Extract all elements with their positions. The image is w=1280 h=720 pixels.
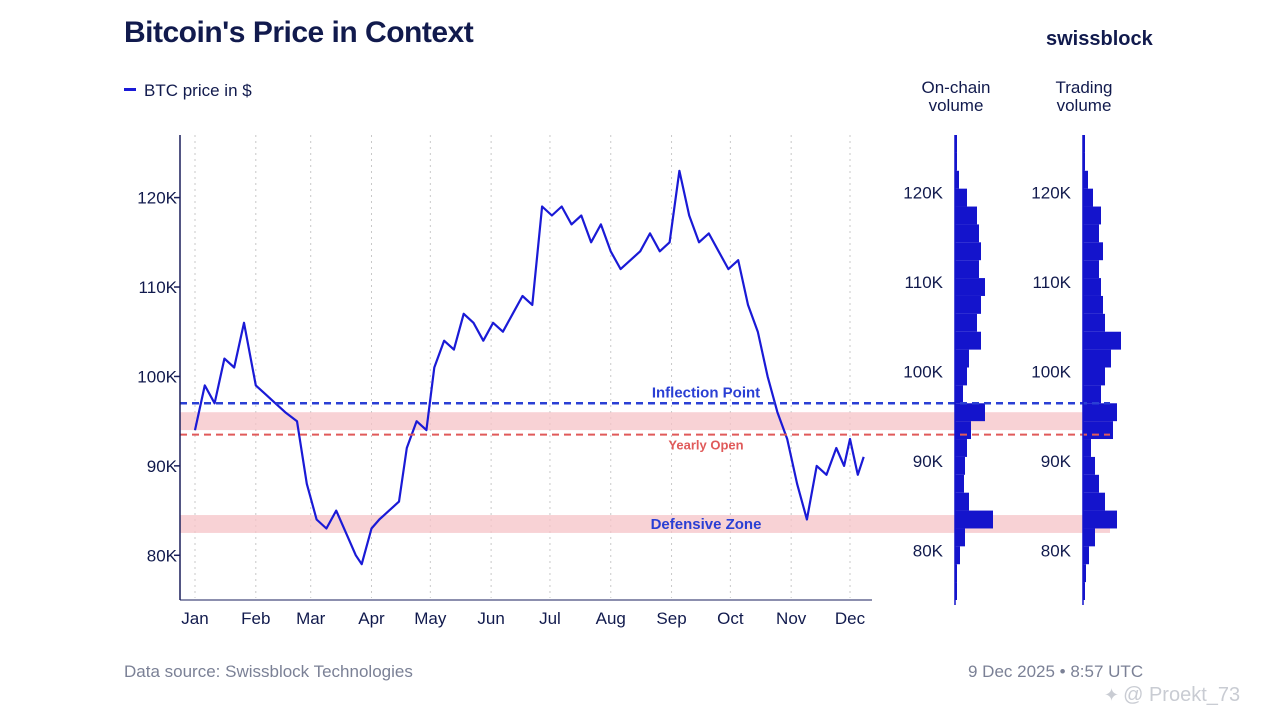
inflection-point-label: Inflection Point xyxy=(652,384,760,401)
btc-price-line xyxy=(193,169,865,566)
trading-volume-bar xyxy=(1083,224,1099,243)
onchain-volume-bar xyxy=(955,439,967,457)
onchain-volume-bar xyxy=(955,260,979,279)
trading-volume-bar xyxy=(1083,439,1091,457)
x-tick-label: Jan xyxy=(181,609,208,628)
onchain-volume-bar xyxy=(955,313,977,332)
y-tick-label: 90K xyxy=(147,457,178,476)
trading-volume-bar xyxy=(1083,528,1095,547)
trading-y-tick-label: 90K xyxy=(1041,452,1072,471)
onchain-volume-bar xyxy=(955,224,979,243)
onchain-volume-bar xyxy=(955,421,971,440)
trading-volume-bar xyxy=(1083,564,1086,583)
legend-swatch xyxy=(124,88,136,92)
timestamp: 9 Dec 2025 • 8:57 UTC xyxy=(968,662,1144,681)
trading-volume-bar xyxy=(1083,260,1099,279)
onchain-volume-bar xyxy=(955,367,967,386)
onchain-y-tick-label: 100K xyxy=(903,362,943,381)
trading-volume-bar xyxy=(1083,206,1101,225)
trading-volume-bar xyxy=(1083,474,1099,493)
x-tick-label: Mar xyxy=(296,609,326,628)
onchain-volume-bar xyxy=(955,546,960,565)
x-tick-label: Jun xyxy=(477,609,504,628)
trading-volume-bar xyxy=(1083,492,1105,511)
trading-volume-bar xyxy=(1083,421,1113,440)
trading-volume-bar xyxy=(1083,349,1111,368)
x-tick-label: Aug xyxy=(596,609,626,628)
trading-y-tick-label: 120K xyxy=(1031,184,1071,203)
onchain-y-tick-label: 110K xyxy=(905,273,944,292)
binance-diamond-icon: ✦ xyxy=(1104,685,1120,705)
trading-volume-bar xyxy=(1083,278,1101,296)
onchain-volume-bar xyxy=(955,510,993,529)
onchain-volume-bar xyxy=(955,170,959,189)
x-tick-label: Feb xyxy=(241,609,270,628)
onchain-volume-bar xyxy=(955,188,967,207)
onchain-volume-bar xyxy=(955,242,981,261)
onchain-volume-bar xyxy=(955,135,957,153)
trading-volume-bar xyxy=(1083,135,1085,153)
x-tick-label: Dec xyxy=(835,609,866,628)
onchain-volume-bar xyxy=(955,403,985,422)
x-tick-label: Apr xyxy=(358,609,385,628)
onchain-volume-bar xyxy=(955,474,964,493)
trading-y-tick-label: 80K xyxy=(1041,541,1072,560)
onchain-volume-bar xyxy=(955,528,965,547)
resistance-band xyxy=(180,412,1110,431)
onchain-volume-title: On-chain volume xyxy=(921,78,991,115)
x-tick-label: May xyxy=(414,609,447,628)
trading-volume-bar xyxy=(1083,331,1121,350)
trading-volume-bar xyxy=(1083,313,1105,332)
x-tick-label: Jul xyxy=(539,609,561,628)
trading-volume-bar xyxy=(1083,403,1117,422)
onchain-volume-bar xyxy=(955,331,981,350)
watermark: ✦ @ Proekt_73 xyxy=(1104,684,1240,707)
trading-volume-bar xyxy=(1083,152,1085,171)
onchain-volume-bar xyxy=(955,582,957,600)
x-tick-label: Sep xyxy=(656,609,686,628)
y-tick-label: 100K xyxy=(137,367,177,386)
onchain-volume-bar xyxy=(955,278,985,296)
x-tick-label: Nov xyxy=(776,609,807,628)
onchain-volume-bar xyxy=(955,349,969,368)
trading-volume-bar xyxy=(1083,385,1101,404)
trading-volume-bar xyxy=(1083,456,1095,475)
trading-y-tick-label: 110K xyxy=(1033,273,1072,292)
onchain-volume-bar xyxy=(955,152,957,171)
onchain-y-tick-label: 90K xyxy=(913,452,944,471)
y-tick-label: 120K xyxy=(137,189,177,208)
data-source: Data source: Swissblock Technologies xyxy=(124,662,413,681)
legend-label: BTC price in $ xyxy=(144,81,252,100)
onchain-volume-bar xyxy=(955,385,963,404)
trading-volume-bar xyxy=(1083,367,1105,386)
y-tick-label: 110K xyxy=(139,278,178,297)
trading-volume-bar xyxy=(1083,170,1088,189)
trading-volume-bar xyxy=(1083,295,1103,314)
y-tick-label: 80K xyxy=(147,546,178,565)
trading-volume-bar xyxy=(1083,188,1093,207)
onchain-volume-bar xyxy=(955,206,977,225)
chart-title: Bitcoin's Price in Context xyxy=(124,16,474,49)
trading-volume-bar xyxy=(1083,242,1103,261)
watermark-text: @ Proekt_73 xyxy=(1123,684,1241,706)
x-tick-label: Oct xyxy=(717,609,744,628)
onchain-y-tick-label: 80K xyxy=(913,541,944,560)
trading-volume-bar xyxy=(1083,510,1117,529)
defensive-zone-label: Defensive Zone xyxy=(651,516,762,533)
trading-volume-bar xyxy=(1083,582,1085,600)
yearly-open-label: Yearly Open xyxy=(668,438,743,453)
trading-y-tick-label: 100K xyxy=(1031,362,1071,381)
brand-logo: swissblock xyxy=(1046,28,1153,50)
trading-volume-bar xyxy=(1083,546,1089,565)
onchain-volume-bar xyxy=(955,295,981,314)
onchain-volume-bar xyxy=(955,564,957,583)
trading-volume-title: Trading volume xyxy=(1055,78,1113,115)
onchain-volume-bar xyxy=(955,492,969,511)
onchain-volume-bar xyxy=(955,456,965,475)
defensive-zone-band xyxy=(180,515,1110,533)
legend: BTC price in $ xyxy=(124,81,252,101)
onchain-y-tick-label: 120K xyxy=(903,184,943,203)
